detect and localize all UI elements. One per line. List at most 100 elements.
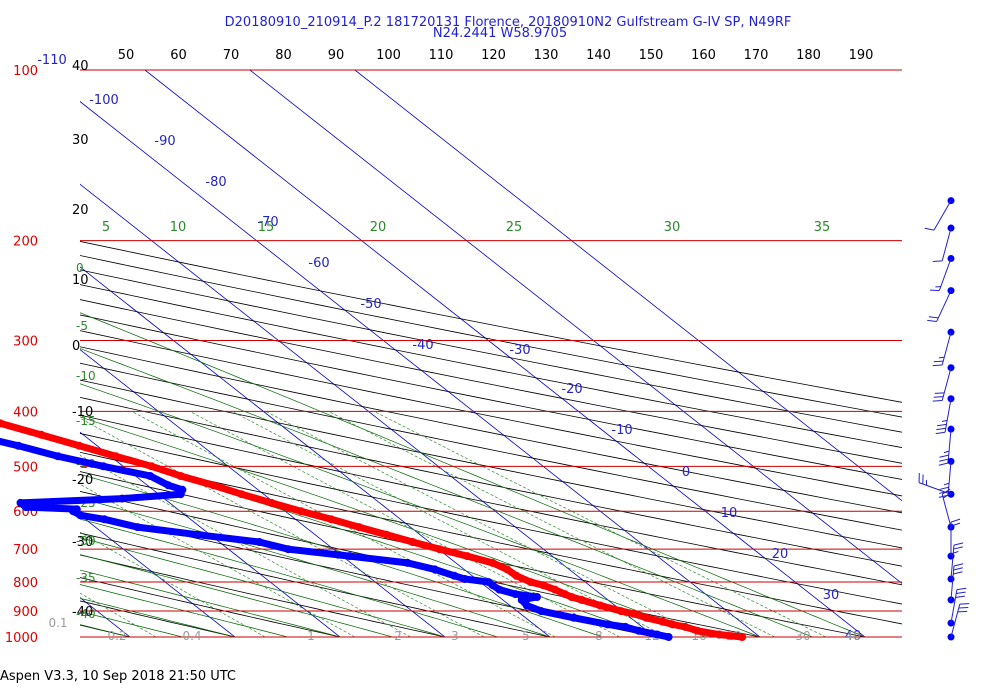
moist-adiabat bbox=[80, 383, 761, 637]
wind-barb-feather bbox=[939, 486, 949, 490]
dry-adiabat bbox=[80, 269, 902, 433]
isotherm-label: -20 bbox=[561, 382, 582, 397]
isotherm-label: 10 bbox=[721, 506, 738, 521]
temperature-profile-segment bbox=[436, 545, 471, 560]
theta-e-label: 10 bbox=[170, 220, 187, 235]
theta-e-label: 30 bbox=[664, 220, 681, 235]
isotherm-label: -60 bbox=[308, 256, 329, 271]
isotherm-label: -110 bbox=[37, 53, 67, 68]
temperature-profile-segment bbox=[382, 531, 417, 546]
dewpoint-profile-segment bbox=[17, 495, 126, 507]
dewpoint-profile-segment bbox=[54, 452, 107, 470]
dry-adiabat-label: 20 bbox=[72, 203, 89, 218]
wind-barb-feather bbox=[953, 542, 964, 546]
dewpoint-profile-segment bbox=[404, 559, 439, 573]
wind-barb-feather bbox=[959, 603, 970, 605]
isotherm-line bbox=[144, 70, 866, 637]
temperature-profile-segment bbox=[148, 462, 185, 480]
isotherm-line bbox=[249, 70, 902, 584]
dewpoint-profile-segment bbox=[118, 490, 185, 503]
top-axis-tick-label: 150 bbox=[639, 48, 664, 63]
wind-barb-feather bbox=[933, 360, 944, 363]
wind-barb-feather bbox=[928, 316, 939, 319]
wind-barb bbox=[932, 224, 955, 262]
wind-barb-staff bbox=[938, 258, 952, 291]
wind-barb-feather bbox=[939, 458, 949, 462]
moist-adiabat bbox=[80, 416, 708, 637]
wind-barb-feather bbox=[950, 518, 961, 523]
temperature-profile-segment bbox=[596, 602, 625, 615]
isotherm-label: -100 bbox=[89, 93, 119, 108]
dry-adiabat bbox=[80, 284, 902, 448]
wind-barb-feather bbox=[953, 563, 964, 567]
dewpoint-profile-segment bbox=[193, 531, 263, 546]
wind-barb bbox=[941, 488, 955, 531]
pressure-tick-label: 900 bbox=[13, 605, 38, 620]
moist-adiabat bbox=[80, 554, 393, 637]
mixing-ratio-label: 8 bbox=[595, 629, 603, 643]
pressure-tick-label: 1000 bbox=[5, 631, 38, 646]
moist-adiabat bbox=[80, 348, 813, 637]
pressure-tick-label: 300 bbox=[13, 335, 38, 350]
wind-barb-feather bbox=[935, 431, 946, 435]
theta-e-label: 25 bbox=[506, 220, 523, 235]
isotherm-label: -50 bbox=[360, 297, 381, 312]
dewpoint-profile-segment bbox=[284, 545, 354, 560]
wind-barb bbox=[947, 587, 967, 627]
wind-barb-feather bbox=[933, 396, 944, 398]
wind-barb-staff bbox=[950, 604, 961, 638]
mixing-ratio-label: 0.1 bbox=[48, 616, 67, 630]
wind-barb-feather bbox=[932, 400, 943, 402]
dry-adiabat bbox=[80, 346, 902, 514]
mixing-ratio-label: 5 bbox=[522, 629, 530, 643]
wind-barb-half-feather bbox=[943, 450, 950, 454]
dry-adiabat bbox=[80, 241, 902, 403]
dewpoint-profile-segment bbox=[511, 590, 541, 601]
mixing-ratio-label: 40 bbox=[845, 629, 860, 643]
dry-adiabat bbox=[80, 511, 656, 637]
wind-barb bbox=[932, 364, 955, 402]
wind-barb-staff bbox=[947, 429, 952, 464]
mixing-ratio-label: 0.2 bbox=[107, 629, 126, 643]
dewpoint-profile bbox=[0, 437, 673, 641]
dewpoint-profile-segment bbox=[346, 552, 412, 567]
dewpoint-profile-segment bbox=[14, 442, 62, 460]
wind-barb-feather bbox=[953, 571, 963, 575]
wind-barb-feather bbox=[937, 423, 947, 427]
temperature-profile-segment bbox=[409, 538, 444, 553]
temperature-profile-segment bbox=[327, 515, 363, 531]
moist-adiabat bbox=[80, 497, 551, 637]
dry-adiabat bbox=[80, 414, 902, 586]
temperature-profile-segment bbox=[715, 631, 746, 641]
top-axis-tick-label: 120 bbox=[481, 48, 506, 63]
dewpoint-profile-segment bbox=[133, 523, 201, 539]
wind-barb bbox=[929, 254, 955, 291]
wind-barb-half-feather bbox=[953, 551, 959, 554]
chart-subtitle: N24.2441 W58.9705 bbox=[432, 26, 568, 41]
chart-title: D20180910_210914_P.2 181720131 Florence,… bbox=[224, 15, 792, 30]
pressure-tick-label: 800 bbox=[13, 576, 38, 591]
pressure-tick-label: 400 bbox=[13, 405, 38, 420]
wind-barb-feather bbox=[941, 488, 951, 495]
theta-e-label: 5 bbox=[102, 220, 110, 235]
wind-barb-feather bbox=[958, 606, 969, 609]
temperature-profile-segment bbox=[297, 507, 335, 523]
dry-adiabat-label: -30 bbox=[72, 535, 93, 550]
dry-adiabat bbox=[80, 471, 866, 637]
wind-barb-feather bbox=[953, 546, 963, 550]
temperature-profile-segment bbox=[238, 490, 275, 507]
wind-barb-half-feather bbox=[938, 356, 945, 359]
moist-adiabat bbox=[80, 473, 603, 637]
dry-adiabat-label: 40 bbox=[72, 59, 89, 74]
moist-adiabat-label: 0 bbox=[76, 261, 84, 275]
wind-barb bbox=[938, 425, 955, 466]
moist-adiabat bbox=[0, 70, 78, 637]
dry-adiabat-label: 10 bbox=[72, 273, 89, 288]
dewpoint-profile-segment bbox=[22, 503, 81, 513]
wind-barb-feather bbox=[955, 595, 965, 598]
dry-adiabat bbox=[80, 577, 341, 637]
wind-barb bbox=[927, 287, 955, 322]
wind-barb-staff bbox=[941, 367, 952, 401]
wind-barb bbox=[947, 563, 964, 604]
wind-barb-staff bbox=[933, 200, 952, 231]
